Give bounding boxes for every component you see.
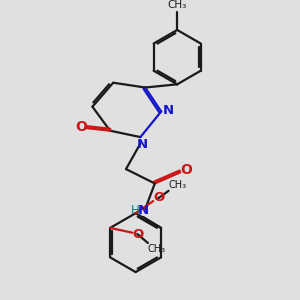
Text: O: O — [180, 163, 192, 177]
Text: N: N — [138, 204, 149, 217]
Text: O: O — [153, 191, 164, 204]
Text: CH₃: CH₃ — [168, 0, 187, 10]
Text: N: N — [136, 138, 148, 151]
Text: N: N — [163, 104, 174, 117]
Text: O: O — [76, 120, 88, 134]
Text: H: H — [130, 204, 139, 217]
Text: O: O — [132, 228, 144, 241]
Text: CH₃: CH₃ — [168, 180, 187, 190]
Text: CH₃: CH₃ — [148, 244, 166, 254]
